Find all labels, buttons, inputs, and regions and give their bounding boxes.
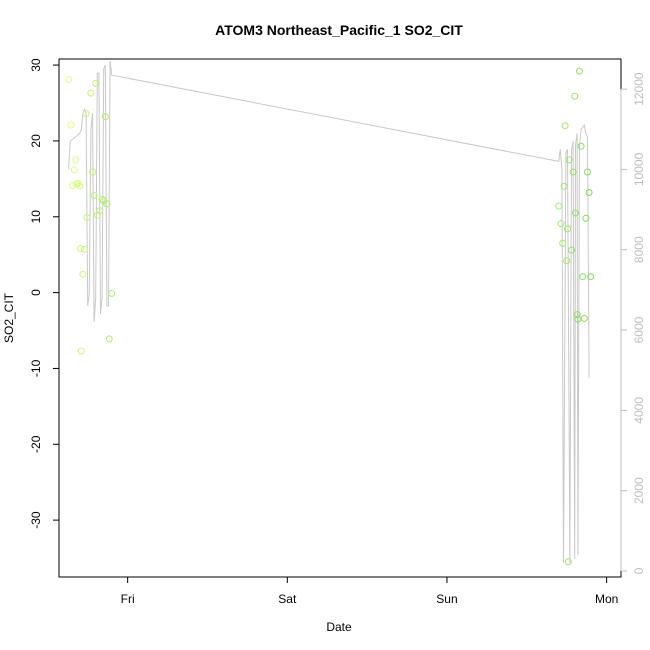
data-point [89,168,96,176]
x-axis-label: Date [326,620,352,634]
data-point [79,270,87,278]
y-tick-label: 30 [29,58,43,72]
y2-tick-label: 12000 [632,72,646,106]
data-point [103,200,111,208]
data-point [96,207,104,215]
data-point [65,76,73,83]
y-axis-label: SO2_CIT [2,292,16,343]
points-layer [65,67,595,566]
data-point [90,192,98,199]
y2-tick-label: 4000 [632,397,646,424]
data-point [565,156,573,164]
data-point [108,289,116,297]
data-point [557,220,565,228]
data-point [101,113,109,121]
data-point [585,189,593,196]
y2-tick-label: 8000 [632,236,646,263]
chart-title: ATOM3 Northeast_Pacific_1 SO2_CIT [215,22,463,38]
altitude-line [68,60,590,563]
plot-area [58,58,622,578]
data-point [569,168,577,176]
y2-tick-label: 6000 [632,316,646,343]
data-point [67,121,75,129]
data-point [82,110,90,118]
data-point [576,67,583,75]
data-point [83,214,91,221]
data-point [105,335,113,343]
x-tick-label: Sat [278,592,297,606]
data-point [587,273,595,281]
y-tick-label: -10 [29,359,43,377]
data-point [564,225,571,233]
data-point [77,245,85,253]
data-point [564,558,572,566]
data-point [577,142,585,150]
data-point [69,182,77,190]
data-point [70,166,78,174]
data-point [573,311,581,319]
data-point [98,195,106,203]
data-point [92,79,100,87]
x-axis: Fri Sat Sun Mon [121,576,618,606]
data-point [584,168,591,176]
y2-tick-label: 2000 [632,477,646,504]
data-point [579,273,587,281]
data-point [560,182,568,190]
x-tick-label: Fri [121,592,135,606]
data-point [568,246,575,254]
y-axis: -30 -20 -10 0 10 20 30 [29,58,60,529]
data-point [76,182,84,190]
data-point [561,122,569,130]
data-point [72,156,80,164]
data-point [580,314,588,322]
data-point [582,214,590,222]
y-tick-label: -30 [29,511,43,529]
data-point [87,89,95,97]
data-point [555,202,563,210]
y-tick-label: 10 [29,210,43,224]
data-point [572,209,579,217]
y2-tick-label: 0 [632,567,646,574]
data-point [571,92,579,100]
y-tick-label: 0 [29,289,43,296]
data-point [563,257,571,265]
y2-tick-label: 10000 [632,152,646,186]
data-point [81,245,88,253]
y-tick-label: -20 [29,435,43,453]
y2-axis: 0 2000 4000 6000 8000 10000 12000 [620,72,646,574]
data-point [77,347,85,355]
x-tick-label: Sun [436,592,457,606]
altitude-line-layer [68,60,590,563]
x-tick-label: Mon [595,592,618,606]
data-point [559,239,567,247]
y-tick-label: 20 [29,134,43,148]
